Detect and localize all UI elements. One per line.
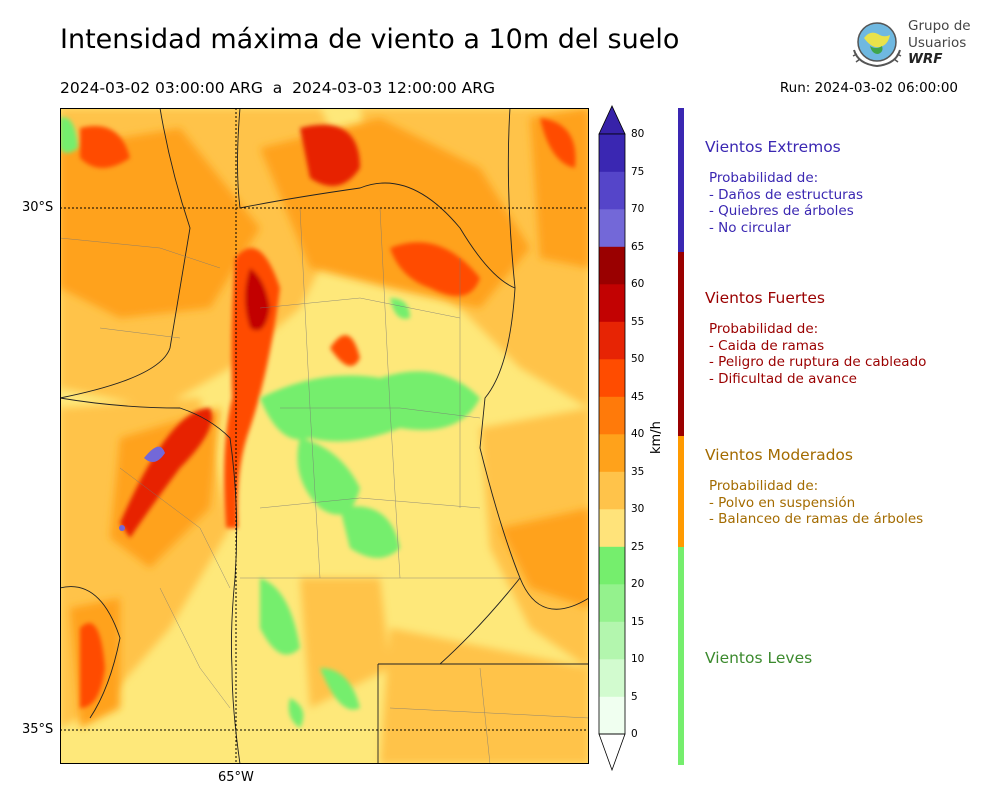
colorbar-bin (599, 359, 625, 397)
colorbar-bin (599, 621, 625, 660)
category-description-line: - Dificultad de avance (709, 370, 857, 387)
logo-text-line1: Grupo de (908, 18, 971, 34)
colorbar-tick-label: 5 (631, 690, 638, 703)
colorbar-tick-label: 45 (631, 390, 645, 403)
graticule (60, 108, 589, 764)
category-title: Vientos Leves (705, 649, 813, 667)
category-description-line: - Balanceo de ramas de árboles (709, 511, 924, 528)
colorbar-bin (599, 246, 625, 285)
category-title: Vientos Fuertes (705, 289, 825, 307)
colorbar-tick-label: 80 (631, 128, 645, 140)
strong-wind-areas (80, 118, 576, 708)
category-block: Vientos Fuertes Probabilidad de: - Caida d… (705, 289, 926, 387)
category-description-line: - Daños de estructuras (709, 186, 864, 203)
category-strip (678, 436, 684, 547)
wrf-logo: Grupo de Usuarios WRF (848, 16, 972, 72)
run-label: Run: 2024-03-02 06:00:00 (779, 80, 958, 96)
colorbar-tick-label: 20 (631, 578, 645, 590)
logo-text-line2: Usuarios (908, 35, 967, 51)
category-description-line: - Quiebres de árboles (709, 203, 854, 220)
logo-text-line3: WRF (908, 51, 943, 67)
category-description-line: - No circular (709, 219, 791, 236)
category-strip (678, 547, 684, 765)
category-strip (678, 252, 684, 436)
colorbar-bin (599, 434, 625, 472)
department-borders (60, 207, 589, 764)
colorbar-bin (599, 284, 625, 322)
colorbar-bin (599, 134, 625, 172)
category-strip (678, 108, 684, 252)
page-title: Intensidad máxima de viento a 10m del su… (60, 24, 680, 55)
category-block: Vientos Moderados Probabilidad de: - Polvo… (705, 446, 923, 528)
colorbar-tick-label: 10 (631, 653, 645, 665)
extreme-wind-spot (144, 446, 165, 462)
colorbar-tick-label: 0 (631, 728, 638, 740)
colorbar-tick-label: 35 (631, 465, 645, 478)
wind-map (60, 108, 589, 764)
light-wind-areas (60, 117, 480, 728)
category-block: Vientos Extremos Probabilidad de: - Daños … (705, 138, 863, 236)
colorbar-tick-label: 50 (631, 353, 645, 365)
category-description: Probabilidad de: - Polvo en suspensión - B… (705, 478, 923, 528)
colorbar-bin (599, 209, 625, 247)
colorbar-tick-label: 75 (631, 165, 645, 178)
extreme-wind-spot (119, 525, 125, 531)
category-description-line: Probabilidad de: (709, 478, 819, 494)
colorbar-bin (599, 546, 625, 585)
colorbar-bin (599, 509, 625, 547)
colorbar-unit: km/h (649, 421, 664, 454)
province-borders (60, 108, 589, 764)
colorbar-bin (599, 659, 625, 697)
category-description-line: - Peligro de ruptura de cableado (709, 354, 927, 371)
colorbar-bin (599, 171, 625, 210)
category-block: Vientos Leves (705, 649, 812, 667)
lat-label-30s: 30°S (22, 200, 54, 215)
colorbar-tick-label: 25 (631, 540, 645, 553)
category-description-line: - Caida de ramas (709, 337, 825, 354)
colorbar-under-arrow (598, 733, 626, 772)
colorbar-bin (599, 584, 625, 622)
lon-label-65w: 65°W (218, 770, 254, 785)
colorbar-tick-label: 15 (631, 615, 645, 628)
category-title: Vientos Moderados (705, 446, 853, 464)
date-range: 2024-03-02 03:00:00 ARG a 2024-03-03 12:… (60, 79, 496, 97)
colorbar (598, 105, 626, 772)
category-description: Probabilidad de: - Daños de estructuras - … (705, 170, 863, 236)
category-description-line: Probabilidad de: (709, 321, 819, 337)
colorbar-tick-label: 55 (631, 315, 645, 328)
colorbar-over-arrow (598, 105, 626, 135)
colorbar-tick-label: 70 (631, 203, 645, 215)
colorbar-tick-label: 40 (631, 428, 645, 440)
globe-icon (852, 22, 902, 68)
colorbar-tick-label: 30 (631, 503, 645, 515)
colorbar-bin (599, 696, 625, 735)
category-description-line: - Polvo en suspensión (709, 494, 856, 511)
colorbar-tick-label: 60 (631, 278, 645, 290)
category-description-line: Probabilidad de: (709, 170, 819, 186)
category-description: Probabilidad de: - Caida de ramas - Peligr… (705, 321, 926, 387)
colorbar-bin (599, 471, 625, 510)
colorbar-tick-label: 65 (631, 240, 645, 253)
lat-label-35s: 35°S (22, 722, 54, 737)
colorbar-bin (599, 396, 625, 435)
colorbar-bin (599, 321, 625, 360)
category-title: Vientos Extremos (705, 138, 841, 156)
